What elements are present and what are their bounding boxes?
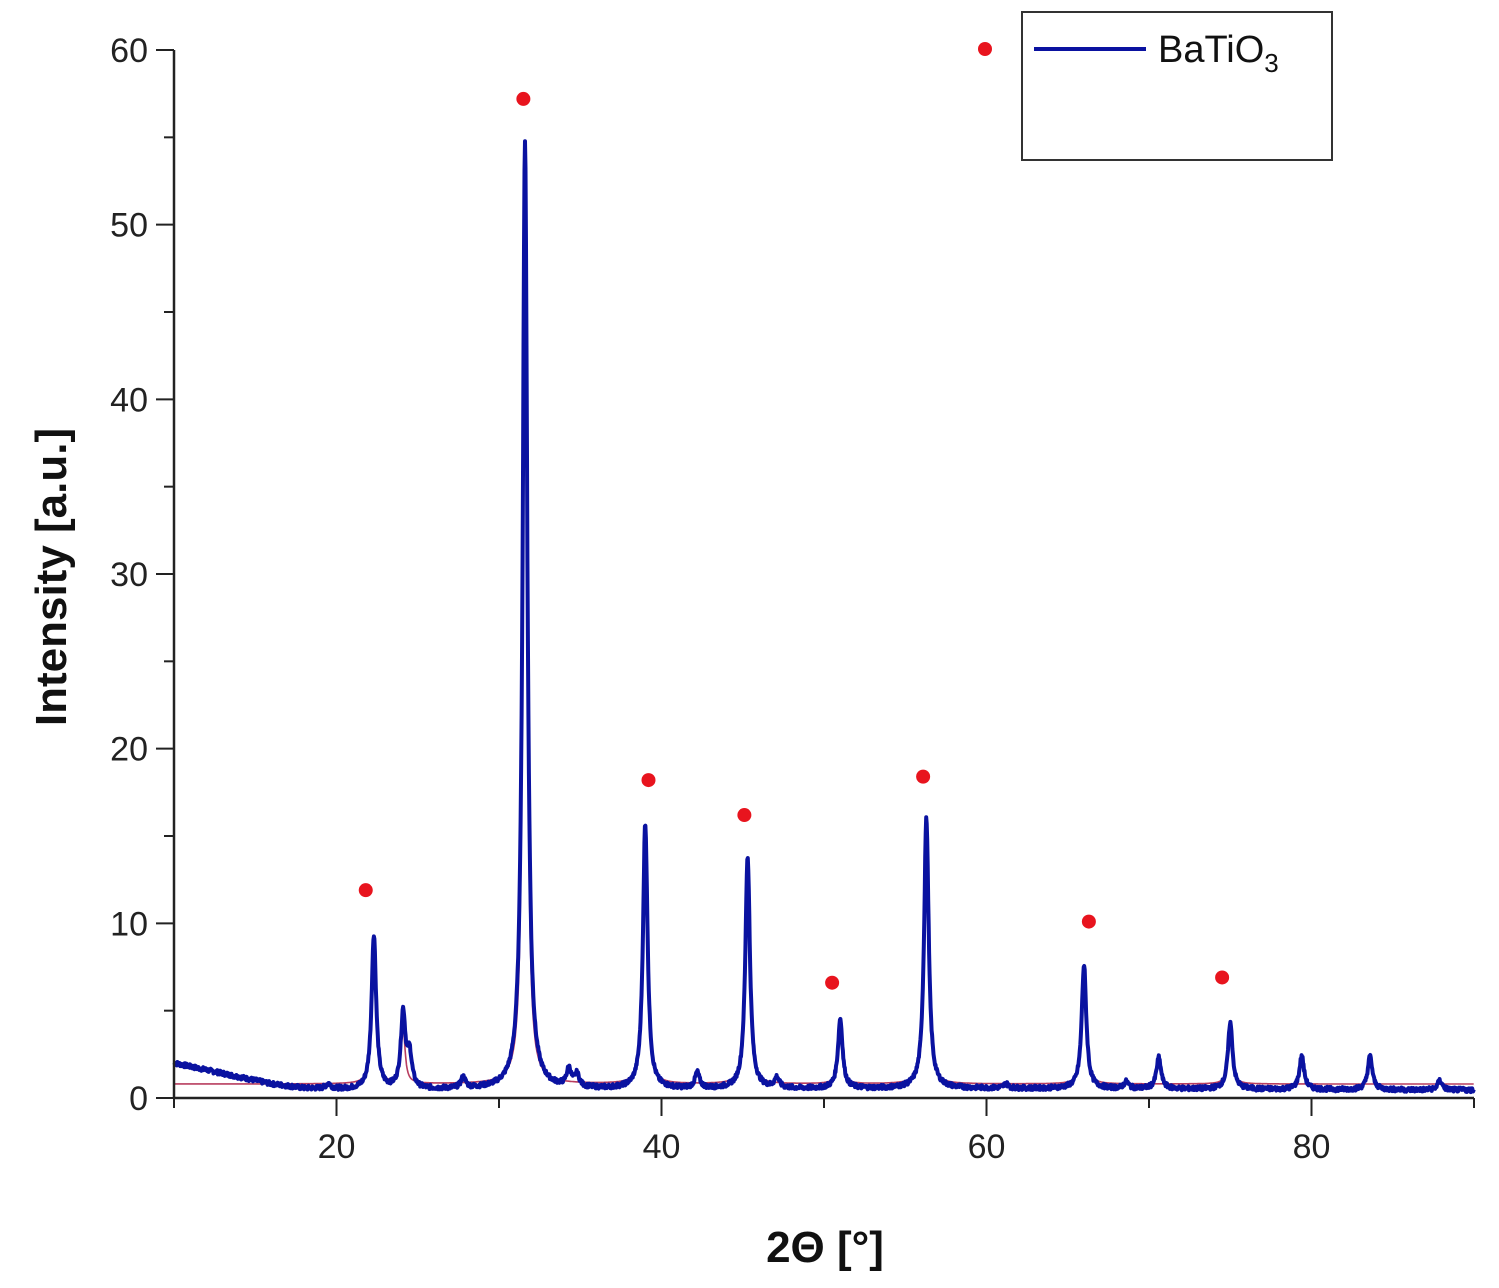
y-axis-title: Intensity [a.u.] xyxy=(27,428,76,726)
y-tick-label: 40 xyxy=(110,381,148,419)
series-layer xyxy=(172,139,1476,1095)
fit-curve-line xyxy=(174,215,1474,1085)
x-tick-label: 80 xyxy=(1293,1128,1331,1166)
fit-curve-layer xyxy=(174,215,1474,1085)
peak-markers xyxy=(358,91,1230,990)
tick-labels: 0 10 20 30 40 50 60 20 40 60 80 xyxy=(110,32,1330,1166)
series-line-batio3 xyxy=(172,139,1476,1095)
x-tick-label: 60 xyxy=(968,1128,1006,1166)
peak-marker-dot xyxy=(825,975,840,990)
legend-label: BaTiO3 xyxy=(1158,29,1279,78)
x-tick-label: 40 xyxy=(643,1128,681,1166)
legend-marker-dot xyxy=(978,42,992,56)
peak-marker-dot xyxy=(641,773,656,788)
legend-label-subscript: 3 xyxy=(1264,48,1278,78)
x-axis-title: 2Θ [°] xyxy=(766,1223,884,1272)
y-tick-label: 30 xyxy=(110,556,148,594)
peak-marker-dot xyxy=(358,883,373,898)
x-tick-label: 20 xyxy=(318,1128,356,1166)
legend: BaTiO3 xyxy=(978,11,1333,161)
legend-box xyxy=(1021,11,1333,161)
peak-marker-dot xyxy=(1215,970,1230,985)
peak-marker-dot xyxy=(916,769,931,784)
legend-label-main: BaTiO xyxy=(1158,29,1264,71)
y-tick-label: 10 xyxy=(110,905,148,943)
peak-marker-dot xyxy=(737,808,752,823)
peak-marker-dot xyxy=(1081,914,1096,929)
y-tick-label: 50 xyxy=(110,207,148,245)
y-tick-label: 0 xyxy=(129,1080,148,1118)
axes xyxy=(156,49,1475,1116)
y-tick-label: 20 xyxy=(110,731,148,769)
y-tick-label: 60 xyxy=(110,32,148,70)
peak-marker-dot xyxy=(516,91,531,106)
